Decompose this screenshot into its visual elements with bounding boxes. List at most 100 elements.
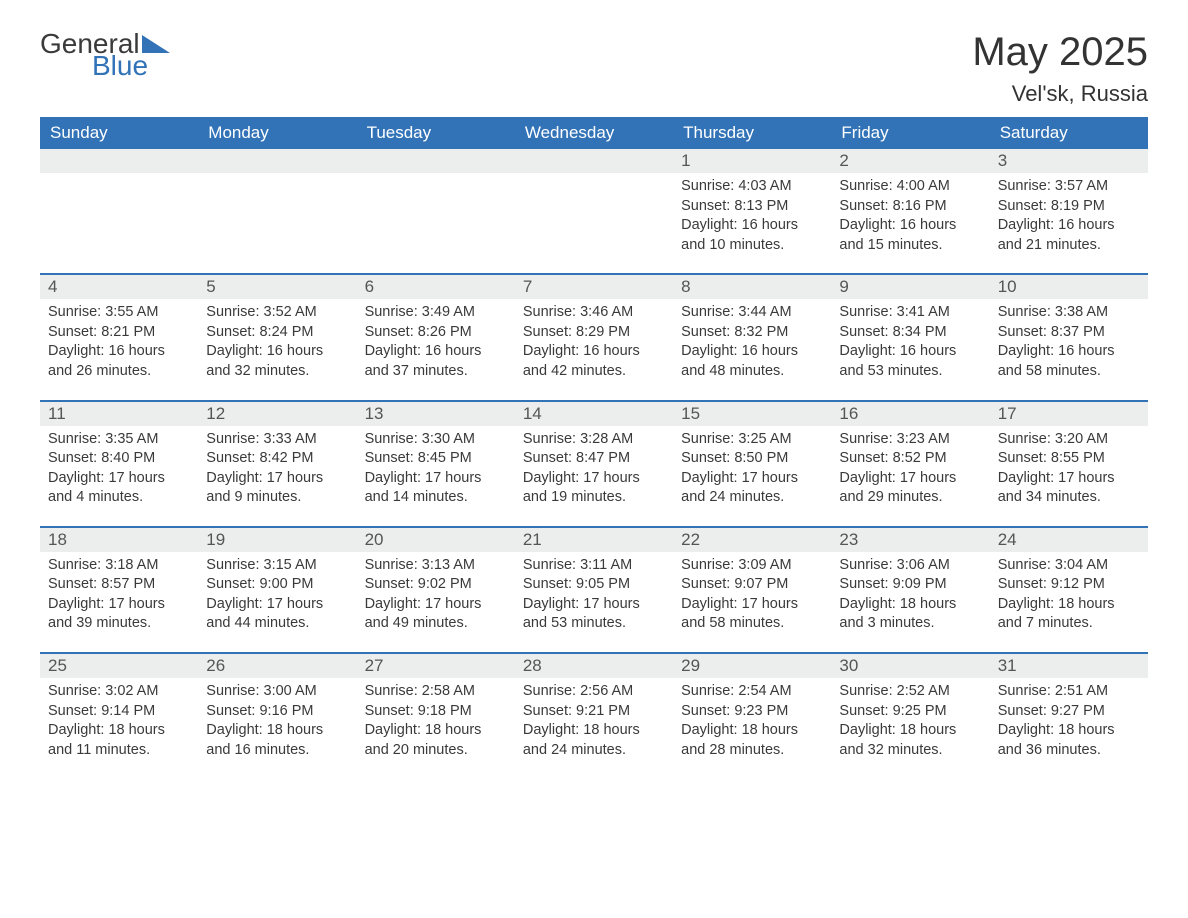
daylight-line: Daylight: 17 hours and 34 minutes. — [998, 469, 1140, 508]
sunset-line: Sunset: 8:42 PM — [206, 449, 348, 469]
day-number-bar: 28 — [515, 654, 673, 678]
daylight-line: Daylight: 17 hours and 44 minutes. — [206, 595, 348, 634]
daylight-line: Daylight: 17 hours and 24 minutes. — [681, 469, 823, 508]
day-content: Sunrise: 3:28 AMSunset: 8:47 PMDaylight:… — [515, 426, 673, 526]
daylight-line: Daylight: 17 hours and 58 minutes. — [681, 595, 823, 634]
day-number-bar: 3 — [990, 149, 1148, 173]
day-number-bar: 29 — [673, 654, 831, 678]
day-content: Sunrise: 3:57 AMSunset: 8:19 PMDaylight:… — [990, 173, 1148, 273]
calendar-day-cell: 11Sunrise: 3:35 AMSunset: 8:40 PMDayligh… — [40, 401, 198, 527]
calendar-day-cell: 25Sunrise: 3:02 AMSunset: 9:14 PMDayligh… — [40, 653, 198, 778]
calendar-week-row: 11Sunrise: 3:35 AMSunset: 8:40 PMDayligh… — [40, 401, 1148, 527]
day-number-bar: 12 — [198, 402, 356, 426]
calendar-day-cell: 2Sunrise: 4:00 AMSunset: 8:16 PMDaylight… — [831, 149, 989, 274]
calendar-day-cell: 20Sunrise: 3:13 AMSunset: 9:02 PMDayligh… — [357, 527, 515, 653]
day-number-bar: 14 — [515, 402, 673, 426]
sunset-line: Sunset: 8:50 PM — [681, 449, 823, 469]
day-content: Sunrise: 3:33 AMSunset: 8:42 PMDaylight:… — [198, 426, 356, 526]
calendar-day-cell: 13Sunrise: 3:30 AMSunset: 8:45 PMDayligh… — [357, 401, 515, 527]
header: General Blue May 2025 Vel'sk, Russia — [40, 30, 1148, 107]
day-content — [357, 173, 515, 269]
sunset-line: Sunset: 8:47 PM — [523, 449, 665, 469]
sunrise-line: Sunrise: 4:03 AM — [681, 177, 823, 197]
sunrise-line: Sunrise: 2:52 AM — [839, 682, 981, 702]
sunrise-line: Sunrise: 3:18 AM — [48, 556, 190, 576]
sunrise-line: Sunrise: 3:13 AM — [365, 556, 507, 576]
day-content: Sunrise: 3:46 AMSunset: 8:29 PMDaylight:… — [515, 299, 673, 399]
daylight-line: Daylight: 16 hours and 15 minutes. — [839, 216, 981, 255]
sunrise-line: Sunrise: 3:44 AM — [681, 303, 823, 323]
daylight-line: Daylight: 16 hours and 58 minutes. — [998, 342, 1140, 381]
sunrise-line: Sunrise: 3:35 AM — [48, 430, 190, 450]
sunset-line: Sunset: 9:09 PM — [839, 575, 981, 595]
daylight-line: Daylight: 17 hours and 4 minutes. — [48, 469, 190, 508]
daylight-line: Daylight: 17 hours and 19 minutes. — [523, 469, 665, 508]
day-of-week-header: Sunday — [40, 117, 198, 149]
sunrise-line: Sunrise: 3:52 AM — [206, 303, 348, 323]
calendar-week-row: 18Sunrise: 3:18 AMSunset: 8:57 PMDayligh… — [40, 527, 1148, 653]
day-of-week-header: Saturday — [990, 117, 1148, 149]
day-number-bar: 26 — [198, 654, 356, 678]
day-content: Sunrise: 3:11 AMSunset: 9:05 PMDaylight:… — [515, 552, 673, 652]
calendar-day-cell: 14Sunrise: 3:28 AMSunset: 8:47 PMDayligh… — [515, 401, 673, 527]
sunset-line: Sunset: 9:00 PM — [206, 575, 348, 595]
calendar-day-cell: 27Sunrise: 2:58 AMSunset: 9:18 PMDayligh… — [357, 653, 515, 778]
sunrise-line: Sunrise: 3:38 AM — [998, 303, 1140, 323]
calendar-day-cell: 21Sunrise: 3:11 AMSunset: 9:05 PMDayligh… — [515, 527, 673, 653]
daylight-line: Daylight: 16 hours and 10 minutes. — [681, 216, 823, 255]
day-content: Sunrise: 3:06 AMSunset: 9:09 PMDaylight:… — [831, 552, 989, 652]
calendar-day-cell: 5Sunrise: 3:52 AMSunset: 8:24 PMDaylight… — [198, 274, 356, 400]
calendar-day-cell: 15Sunrise: 3:25 AMSunset: 8:50 PMDayligh… — [673, 401, 831, 527]
sunrise-line: Sunrise: 4:00 AM — [839, 177, 981, 197]
day-content: Sunrise: 3:00 AMSunset: 9:16 PMDaylight:… — [198, 678, 356, 778]
title-block: May 2025 Vel'sk, Russia — [972, 30, 1148, 107]
daylight-line: Daylight: 16 hours and 21 minutes. — [998, 216, 1140, 255]
calendar-day-cell: 12Sunrise: 3:33 AMSunset: 8:42 PMDayligh… — [198, 401, 356, 527]
calendar-week-row: 25Sunrise: 3:02 AMSunset: 9:14 PMDayligh… — [40, 653, 1148, 778]
day-number-bar — [515, 149, 673, 173]
sunrise-line: Sunrise: 3:57 AM — [998, 177, 1140, 197]
sunset-line: Sunset: 8:34 PM — [839, 323, 981, 343]
day-of-week-header: Monday — [198, 117, 356, 149]
sunset-line: Sunset: 9:25 PM — [839, 702, 981, 722]
day-number-bar: 2 — [831, 149, 989, 173]
sunset-line: Sunset: 9:02 PM — [365, 575, 507, 595]
sunrise-line: Sunrise: 3:23 AM — [839, 430, 981, 450]
day-number-bar: 16 — [831, 402, 989, 426]
daylight-line: Daylight: 16 hours and 42 minutes. — [523, 342, 665, 381]
sunset-line: Sunset: 9:23 PM — [681, 702, 823, 722]
day-content: Sunrise: 3:23 AMSunset: 8:52 PMDaylight:… — [831, 426, 989, 526]
calendar-day-cell: 7Sunrise: 3:46 AMSunset: 8:29 PMDaylight… — [515, 274, 673, 400]
day-number-bar: 23 — [831, 528, 989, 552]
sunrise-line: Sunrise: 3:25 AM — [681, 430, 823, 450]
daylight-line: Daylight: 18 hours and 36 minutes. — [998, 721, 1140, 760]
day-content: Sunrise: 2:52 AMSunset: 9:25 PMDaylight:… — [831, 678, 989, 778]
sunrise-line: Sunrise: 3:20 AM — [998, 430, 1140, 450]
day-number-bar: 1 — [673, 149, 831, 173]
calendar-day-cell: 31Sunrise: 2:51 AMSunset: 9:27 PMDayligh… — [990, 653, 1148, 778]
sunrise-line: Sunrise: 3:55 AM — [48, 303, 190, 323]
logo-text-blue: Blue — [92, 52, 148, 80]
calendar-week-row: 4Sunrise: 3:55 AMSunset: 8:21 PMDaylight… — [40, 274, 1148, 400]
day-content: Sunrise: 3:44 AMSunset: 8:32 PMDaylight:… — [673, 299, 831, 399]
sunrise-line: Sunrise: 3:15 AM — [206, 556, 348, 576]
day-number-bar: 5 — [198, 275, 356, 299]
day-number-bar: 9 — [831, 275, 989, 299]
sunset-line: Sunset: 8:32 PM — [681, 323, 823, 343]
sunset-line: Sunset: 8:13 PM — [681, 197, 823, 217]
daylight-line: Daylight: 18 hours and 16 minutes. — [206, 721, 348, 760]
calendar-day-cell: 6Sunrise: 3:49 AMSunset: 8:26 PMDaylight… — [357, 274, 515, 400]
sunrise-line: Sunrise: 3:06 AM — [839, 556, 981, 576]
day-content: Sunrise: 3:04 AMSunset: 9:12 PMDaylight:… — [990, 552, 1148, 652]
sunrise-line: Sunrise: 3:46 AM — [523, 303, 665, 323]
location: Vel'sk, Russia — [972, 81, 1148, 107]
daylight-line: Daylight: 17 hours and 9 minutes. — [206, 469, 348, 508]
sunset-line: Sunset: 9:21 PM — [523, 702, 665, 722]
calendar-day-cell: 16Sunrise: 3:23 AMSunset: 8:52 PMDayligh… — [831, 401, 989, 527]
calendar-day-cell: 23Sunrise: 3:06 AMSunset: 9:09 PMDayligh… — [831, 527, 989, 653]
day-content: Sunrise: 3:02 AMSunset: 9:14 PMDaylight:… — [40, 678, 198, 778]
sunset-line: Sunset: 9:27 PM — [998, 702, 1140, 722]
sunrise-line: Sunrise: 2:54 AM — [681, 682, 823, 702]
day-of-week-header: Friday — [831, 117, 989, 149]
day-content: Sunrise: 3:38 AMSunset: 8:37 PMDaylight:… — [990, 299, 1148, 399]
